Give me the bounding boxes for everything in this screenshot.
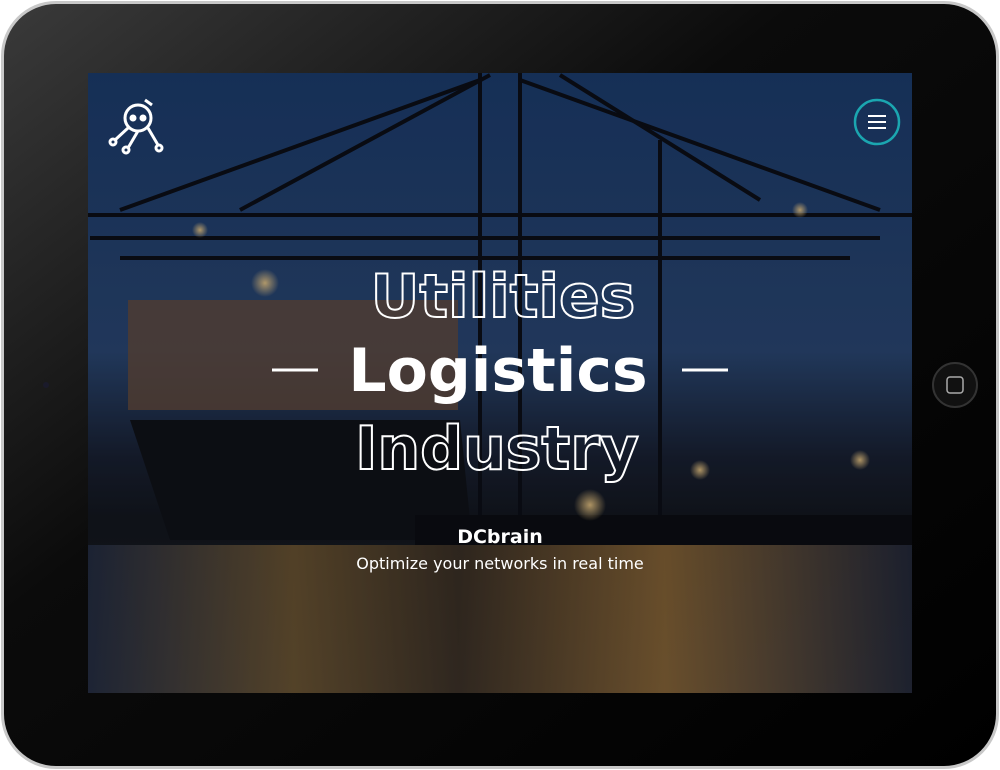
- home-button: [932, 362, 978, 408]
- screen: Utilities Logistics Industry DCbrain Opt…: [88, 73, 912, 693]
- hero-word: Industry: [355, 414, 639, 484]
- overlay: [88, 73, 912, 693]
- tagline: Optimize your networks in real time: [356, 554, 644, 573]
- logo[interactable]: [108, 98, 164, 155]
- home-icon: [946, 376, 964, 394]
- cranes: [88, 73, 912, 520]
- ship-hull: [130, 420, 470, 540]
- quay: [415, 515, 912, 545]
- menu-button[interactable]: [853, 98, 901, 146]
- containers: [128, 300, 458, 410]
- hero-word: Utilities: [371, 262, 636, 332]
- lights: [192, 202, 870, 521]
- camera: [43, 382, 49, 388]
- hero-word-highlight: Logistics: [348, 336, 647, 406]
- background-water: [88, 545, 912, 693]
- brand-name: DCbrain: [457, 526, 543, 548]
